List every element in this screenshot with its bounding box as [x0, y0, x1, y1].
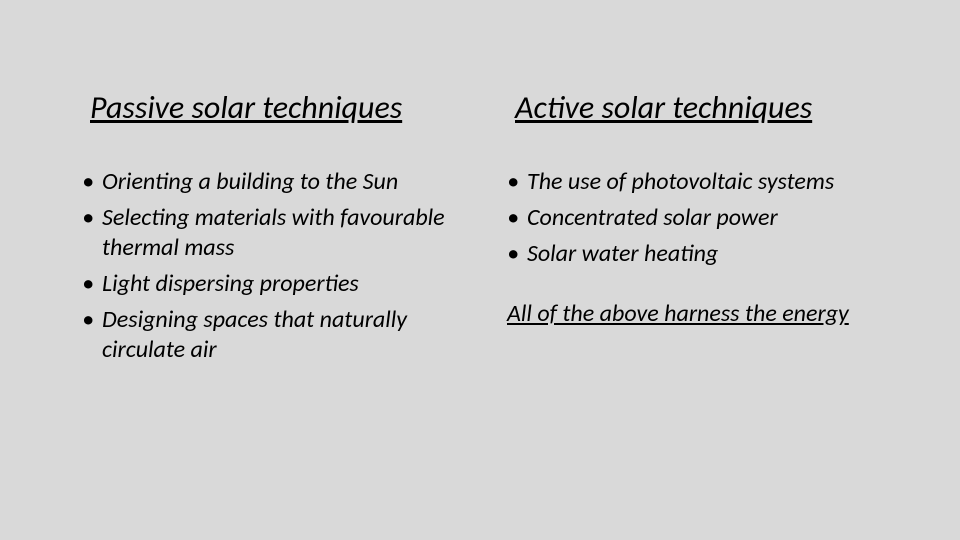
list-item: Solar water heating: [505, 239, 890, 269]
right-column: Active solar techniques The use of photo…: [505, 90, 890, 500]
right-footer-note: All of the above harness the energy: [505, 299, 890, 329]
list-item: Designing spaces that naturally circulat…: [80, 305, 465, 365]
right-bullet-list: The use of photovoltaic systems Concentr…: [505, 167, 890, 269]
list-item: Orienting a building to the Sun: [80, 167, 465, 197]
slide: Passive solar techniques Orienting a bui…: [0, 0, 960, 540]
list-item: Light dispersing properties: [80, 269, 465, 299]
list-item: The use of photovoltaic systems: [505, 167, 890, 197]
list-item: Concentrated solar power: [505, 203, 890, 233]
left-bullet-list: Orienting a building to the Sun Selectin…: [80, 167, 465, 365]
left-heading: Passive solar techniques: [90, 90, 465, 125]
right-heading: Active solar techniques: [515, 90, 890, 125]
left-column: Passive solar techniques Orienting a bui…: [80, 90, 465, 500]
list-item: Selecting materials with favourable ther…: [80, 203, 465, 263]
